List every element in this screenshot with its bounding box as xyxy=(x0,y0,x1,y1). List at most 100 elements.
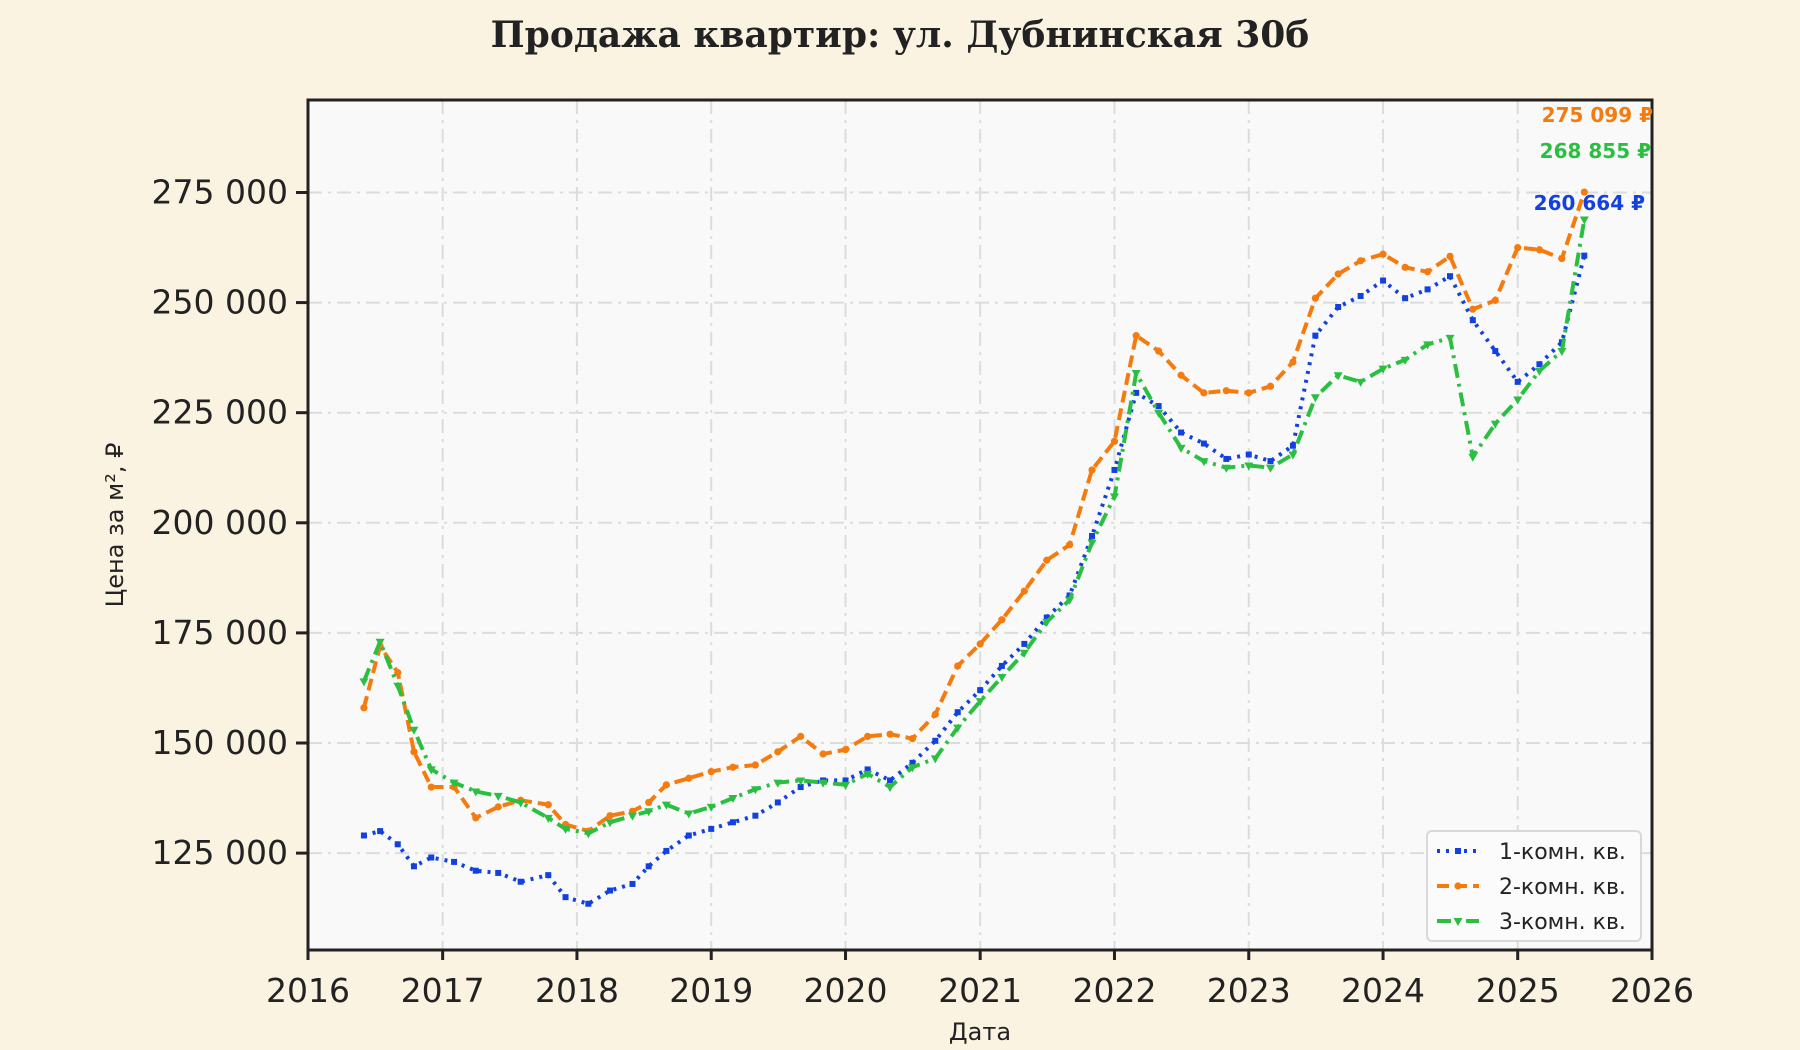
data-point xyxy=(708,825,715,832)
data-point xyxy=(774,799,781,806)
x-tick-label: 2022 xyxy=(1072,971,1156,1010)
data-point xyxy=(393,682,403,691)
data-point xyxy=(841,746,850,754)
data-point xyxy=(1357,257,1365,265)
y-tick-label: 175 000 xyxy=(152,613,288,652)
data-point xyxy=(1021,640,1028,647)
data-point xyxy=(1312,332,1319,339)
data-point xyxy=(1380,277,1387,284)
data-point xyxy=(1579,216,1589,225)
data-point xyxy=(1289,358,1297,366)
data-point xyxy=(644,808,654,817)
y-tick-label: 150 000 xyxy=(152,723,288,762)
data-point xyxy=(1155,403,1162,410)
data-point xyxy=(427,783,435,791)
legend-box xyxy=(1426,830,1642,942)
data-point xyxy=(1221,464,1231,473)
data-point xyxy=(1557,348,1567,357)
series-3 xyxy=(359,216,1589,839)
data-point xyxy=(1110,437,1119,445)
data-point xyxy=(953,724,963,733)
y-axis: 125 000 150 000 175 000 200 000 225 000 250 0… xyxy=(152,172,308,872)
data-point xyxy=(606,812,614,820)
data-point xyxy=(495,869,502,876)
data-point xyxy=(1131,370,1141,379)
data-point xyxy=(426,766,436,775)
data-point xyxy=(1266,382,1275,390)
data-point xyxy=(931,710,939,718)
x-tick-label: 2017 xyxy=(401,971,485,1010)
data-point xyxy=(797,784,804,791)
data-point xyxy=(645,863,652,870)
legend-label: 2-комн. кв. xyxy=(1499,875,1626,900)
data-point xyxy=(1109,493,1119,502)
legend-label: 1-комн. кв. xyxy=(1499,840,1626,865)
data-point xyxy=(451,858,458,865)
data-point xyxy=(1245,451,1252,458)
series-1 xyxy=(360,252,1588,907)
data-point xyxy=(1514,378,1521,385)
y-tick-label: 125 000 xyxy=(152,833,288,872)
data-point xyxy=(1446,252,1454,260)
data-point xyxy=(1356,378,1366,387)
data-point xyxy=(472,867,479,874)
data-point xyxy=(1445,334,1455,343)
data-point xyxy=(428,854,435,861)
data-point xyxy=(1154,409,1164,418)
data-point xyxy=(1155,347,1163,355)
chart-title: Продажа квартир: ул. Дубнинская 30б xyxy=(491,14,1310,56)
data-point xyxy=(562,894,569,901)
data-point xyxy=(377,828,384,835)
data-point xyxy=(662,781,670,789)
data-point xyxy=(471,788,481,797)
y-axis-label: Цена за м², ₽ xyxy=(101,443,129,608)
y-tick-label: 225 000 xyxy=(152,393,288,432)
data-point xyxy=(1468,453,1478,462)
data-point xyxy=(1043,556,1051,564)
data-point xyxy=(1447,273,1454,280)
data-point xyxy=(864,766,871,773)
data-point xyxy=(1111,466,1118,473)
data-point xyxy=(1469,305,1477,313)
data-point xyxy=(1423,341,1433,350)
x-axis-label: Дата xyxy=(949,1018,1011,1046)
data-point xyxy=(1402,295,1409,302)
data-point xyxy=(930,755,940,764)
data-point xyxy=(409,726,419,735)
data-point xyxy=(1453,918,1463,926)
data-point xyxy=(1536,361,1543,368)
x-tick-label: 2020 xyxy=(804,971,888,1010)
grid-lines xyxy=(308,100,1652,950)
data-point xyxy=(516,799,526,808)
x-tick-label: 2016 xyxy=(266,971,350,1010)
data-point xyxy=(1019,649,1029,658)
data-point xyxy=(1534,367,1544,376)
data-point xyxy=(1265,464,1275,473)
data-point xyxy=(1357,292,1364,299)
data-point xyxy=(998,616,1006,624)
data-point xyxy=(583,830,593,839)
data-point xyxy=(1177,371,1185,379)
data-point xyxy=(887,777,894,784)
data-point xyxy=(1401,263,1409,271)
data-point xyxy=(359,678,369,687)
data-point xyxy=(410,863,417,870)
data-point xyxy=(585,900,592,907)
data-point xyxy=(684,810,694,819)
data-point xyxy=(561,825,571,834)
data-point xyxy=(909,759,916,766)
data-point xyxy=(1454,882,1462,890)
data-point xyxy=(1580,188,1588,196)
data-point xyxy=(1200,440,1207,447)
data-point xyxy=(752,812,759,819)
data-point xyxy=(629,880,636,887)
x-tick-label: 2025 xyxy=(1476,971,1560,1010)
data-point xyxy=(544,801,552,809)
data-point xyxy=(954,662,962,670)
data-point xyxy=(841,781,851,790)
data-point xyxy=(661,801,671,810)
data-point xyxy=(1400,356,1410,365)
x-axis: 2016 2017 2018 2019 2020 2021 2022 2023 2024 2025… xyxy=(266,950,1694,1010)
data-point xyxy=(1199,458,1209,467)
